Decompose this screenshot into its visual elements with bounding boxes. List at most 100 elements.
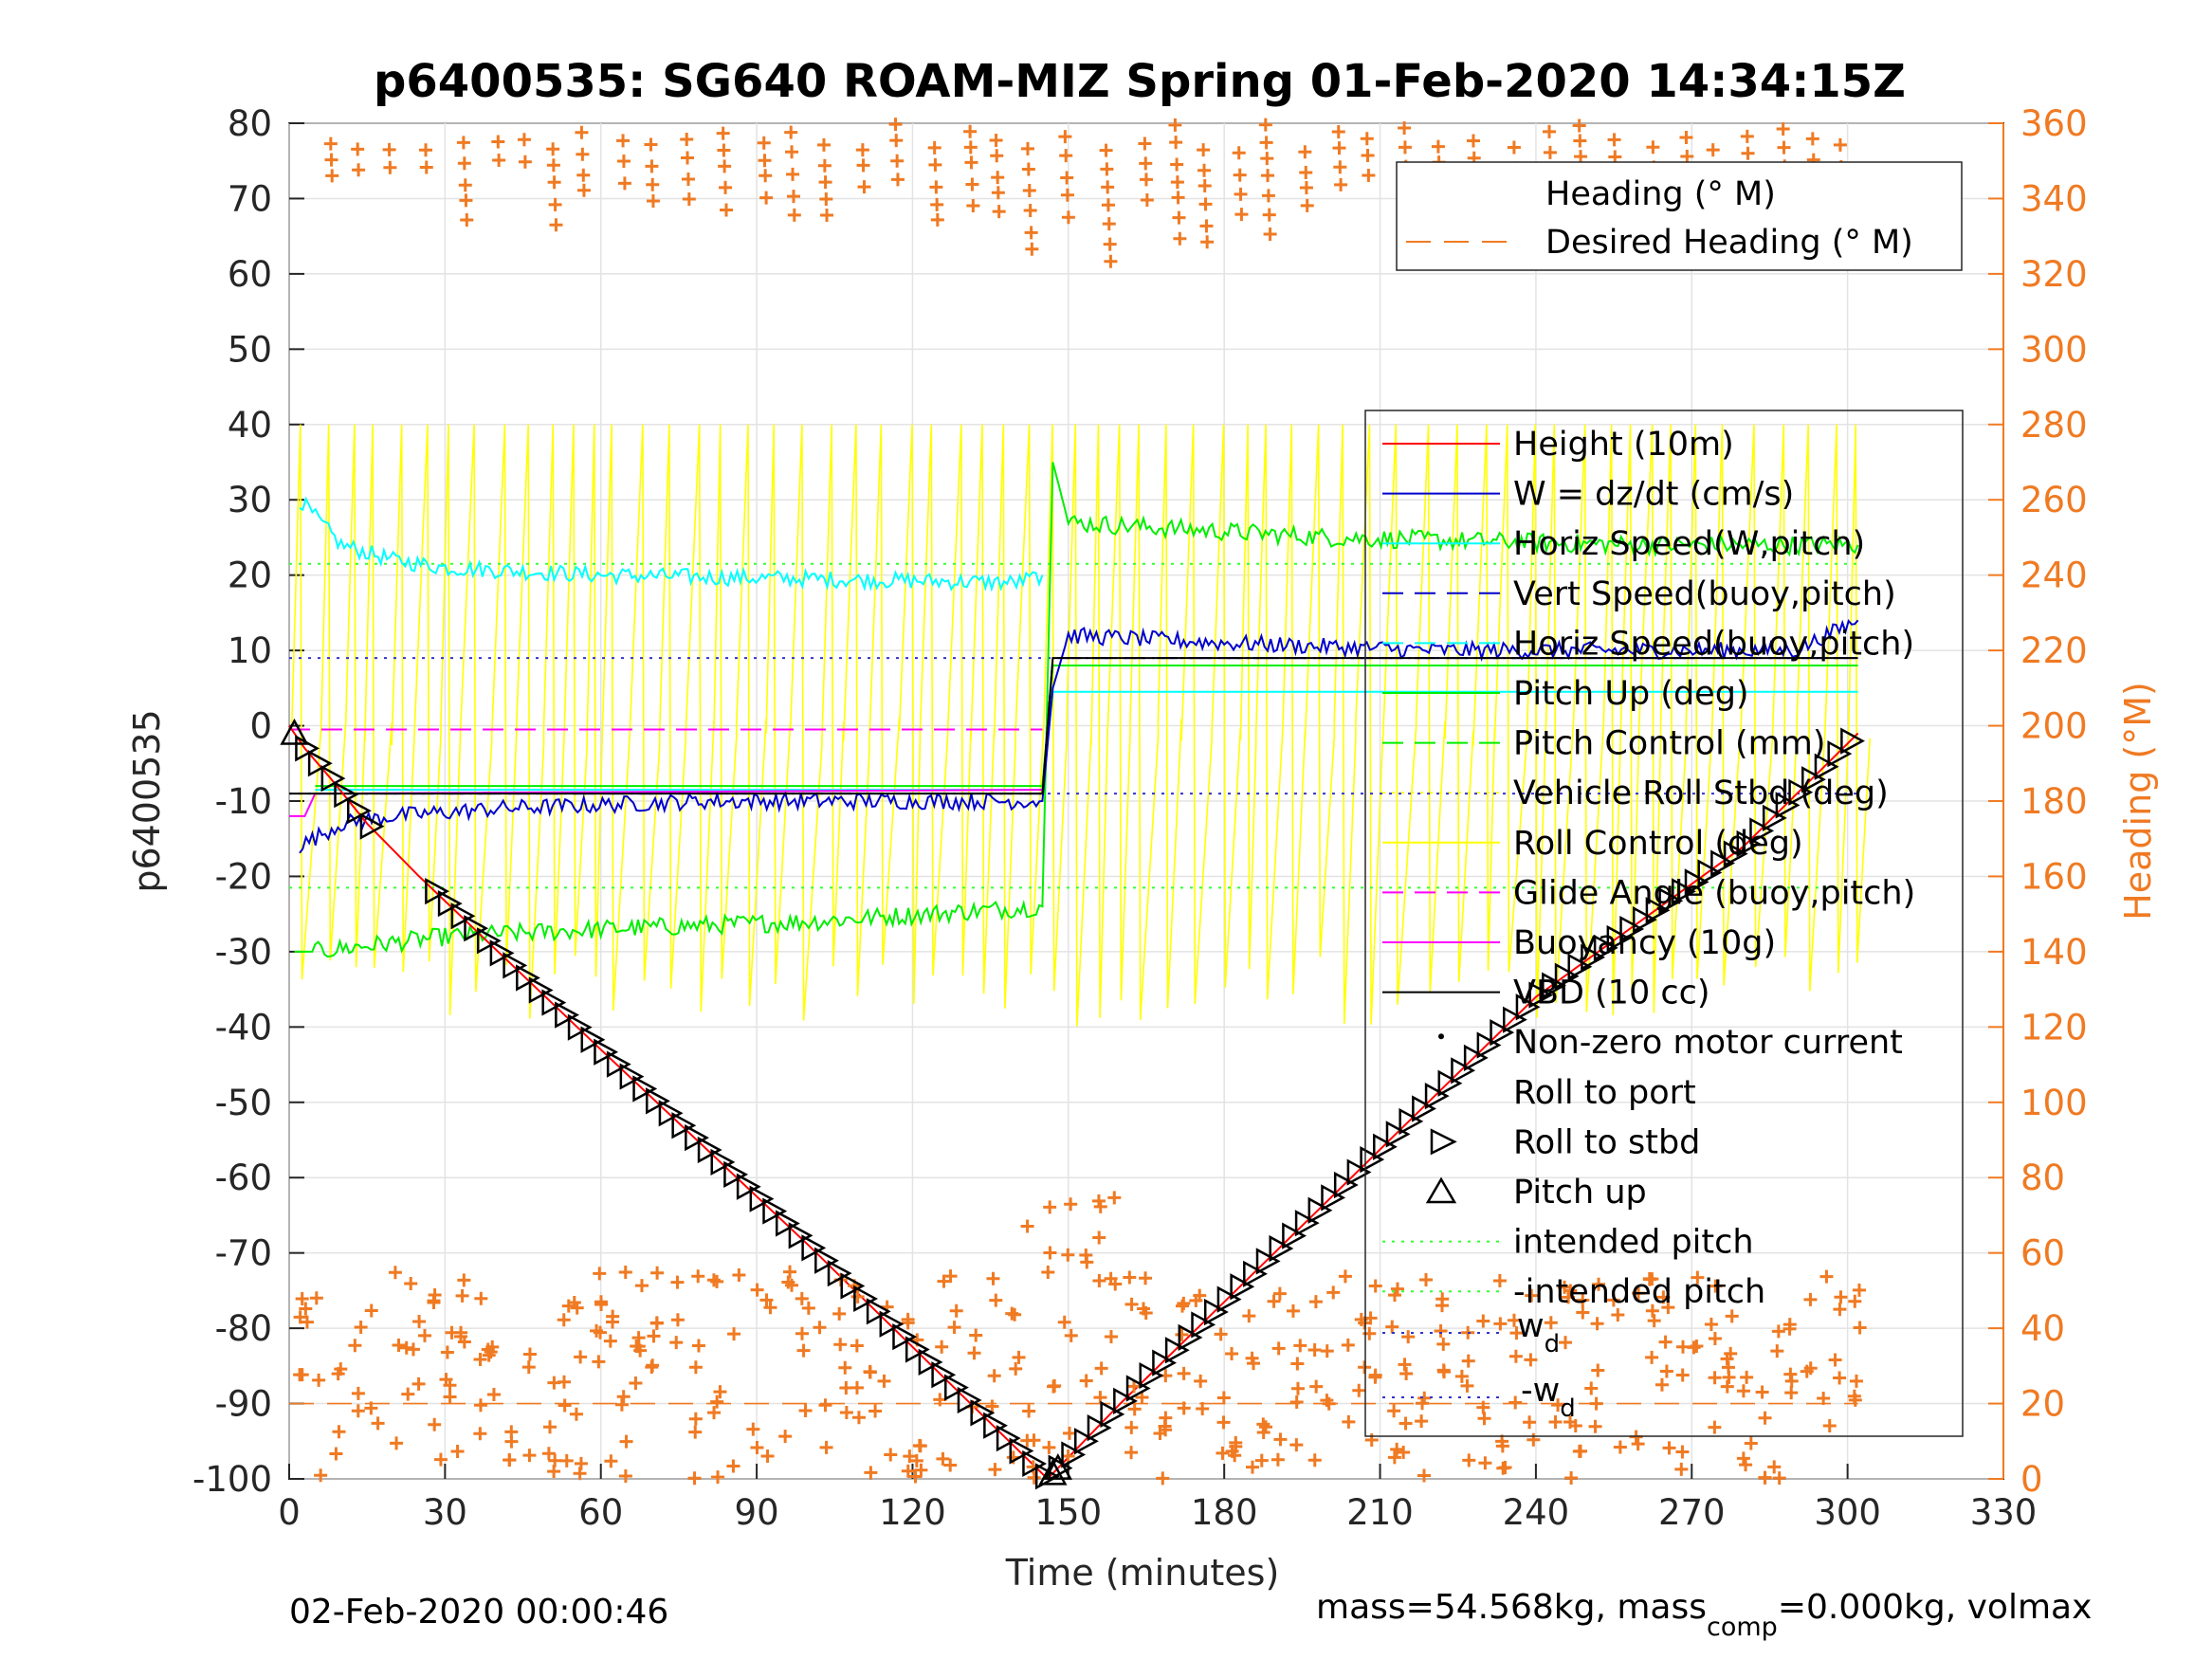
legend-label: VBD (10 cc) bbox=[1513, 975, 1710, 1012]
heading-marker bbox=[832, 1306, 847, 1321]
heading-marker bbox=[726, 1459, 740, 1473]
heading-marker bbox=[1101, 198, 1115, 212]
roll-stbd-marker bbox=[1424, 1083, 1450, 1110]
series-vbd bbox=[289, 657, 1858, 795]
roll-stbd-marker bbox=[710, 1148, 736, 1176]
heading-marker bbox=[1568, 1418, 1582, 1432]
roll-stbd-marker bbox=[606, 1050, 631, 1078]
heading-marker bbox=[1258, 118, 1272, 132]
heading-marker bbox=[1126, 1379, 1141, 1394]
y-tick-label: -40 bbox=[215, 1007, 272, 1048]
heading-marker bbox=[1658, 1335, 1673, 1349]
x-tick-label: 180 bbox=[1191, 1492, 1258, 1533]
heading-marker bbox=[786, 167, 800, 181]
heading-marker bbox=[1333, 160, 1347, 174]
heading-marker bbox=[300, 1315, 314, 1329]
heading-marker bbox=[967, 1346, 981, 1360]
x-tick-label: 120 bbox=[879, 1492, 946, 1533]
heading-marker bbox=[927, 140, 941, 155]
y2-tick-label: 160 bbox=[2020, 856, 2088, 897]
heading-marker bbox=[947, 1321, 961, 1335]
heading-marker bbox=[1562, 1290, 1576, 1304]
roll-stbd-marker bbox=[1528, 981, 1554, 1009]
heading-marker bbox=[930, 197, 944, 211]
heading-marker bbox=[855, 143, 869, 157]
heading-marker bbox=[1242, 1309, 1256, 1323]
heading-marker bbox=[1156, 1471, 1170, 1486]
heading-marker bbox=[1363, 1311, 1378, 1325]
heading-marker bbox=[985, 1399, 999, 1413]
y2-tick-label: 60 bbox=[2020, 1233, 2065, 1274]
heading-marker bbox=[1286, 1304, 1300, 1318]
heading-marker bbox=[1124, 1446, 1139, 1460]
roll-stbd-marker bbox=[1801, 766, 1826, 793]
legend-swatch-dot bbox=[1438, 1033, 1444, 1040]
heading-marker bbox=[1508, 1349, 1523, 1363]
series-pitch-up bbox=[294, 462, 1859, 958]
heading-marker bbox=[1232, 146, 1246, 160]
y-tick-label: -60 bbox=[215, 1158, 272, 1198]
roll-stbd-marker bbox=[1178, 1323, 1203, 1351]
heading-marker bbox=[1254, 1453, 1269, 1468]
heading-marker bbox=[1834, 1290, 1848, 1304]
heading-marker bbox=[573, 1467, 587, 1481]
heading-marker bbox=[474, 1291, 488, 1305]
heading-marker bbox=[1025, 242, 1039, 256]
roll-stbd-marker bbox=[1191, 1311, 1216, 1339]
heading-marker bbox=[1043, 1200, 1057, 1214]
series-horiz-speed-w bbox=[299, 496, 1044, 592]
roll-stbd-marker bbox=[1437, 1069, 1463, 1097]
heading-marker bbox=[647, 1329, 661, 1343]
heading-marker bbox=[787, 208, 801, 222]
heading-marker bbox=[909, 1453, 923, 1468]
heading-marker bbox=[1417, 1468, 1431, 1483]
heading-marker bbox=[331, 1367, 345, 1381]
heading-marker bbox=[1662, 1441, 1676, 1455]
roll-stbd-marker bbox=[1269, 1234, 1294, 1263]
heading-marker bbox=[937, 1274, 951, 1288]
roll-stbd-marker bbox=[476, 927, 502, 955]
heading-marker bbox=[443, 1390, 457, 1404]
heading-marker bbox=[1198, 197, 1213, 211]
heading-marker bbox=[473, 1352, 487, 1366]
heading-marker bbox=[1390, 1282, 1404, 1296]
y2-tick-label: 20 bbox=[2020, 1384, 2065, 1425]
heading-marker bbox=[1770, 1344, 1784, 1358]
roll-stbd-marker bbox=[1723, 840, 1748, 867]
roll-stbd-marker bbox=[892, 1322, 918, 1351]
heading-marker bbox=[1061, 1248, 1075, 1262]
heading-marker bbox=[522, 1449, 537, 1463]
roll-stbd-marker bbox=[1490, 1018, 1515, 1047]
roll-stbd-marker bbox=[1775, 792, 1801, 819]
heading-marker bbox=[1061, 1449, 1075, 1464]
heading-marker bbox=[786, 190, 800, 204]
heading-marker bbox=[1736, 1384, 1750, 1398]
heading-marker bbox=[1524, 1353, 1538, 1367]
roll-stbd-marker bbox=[334, 781, 359, 809]
heading-marker bbox=[312, 1373, 326, 1387]
heading-marker bbox=[1042, 1440, 1056, 1454]
legend-wd-base: -w bbox=[1521, 1372, 1560, 1410]
roll-stbd-marker bbox=[1022, 1449, 1048, 1478]
heading-marker bbox=[575, 125, 589, 139]
heading-marker bbox=[1177, 1366, 1191, 1380]
heading-marker bbox=[503, 1453, 517, 1468]
heading-marker bbox=[616, 154, 631, 168]
heading-marker bbox=[1645, 1304, 1659, 1318]
x-tick-label: 60 bbox=[578, 1492, 623, 1533]
heading-marker bbox=[1153, 1426, 1167, 1440]
y-tick-label: -20 bbox=[215, 856, 272, 897]
heading-marker bbox=[1058, 130, 1072, 144]
heading-marker bbox=[618, 1266, 632, 1280]
heading-marker bbox=[1584, 1381, 1599, 1395]
y-axis-ticks: 80 70 60 50 40 30 20 10 0 -10 -20 -30 -40 -50 -60 -70 -8… bbox=[192, 103, 304, 1500]
heading-marker bbox=[453, 1329, 467, 1343]
heading-marker bbox=[989, 1293, 1003, 1307]
heading-marker bbox=[603, 1334, 617, 1348]
heading-marker bbox=[1771, 1324, 1785, 1339]
heading-marker bbox=[988, 1463, 1002, 1477]
heading-marker bbox=[1104, 1271, 1118, 1285]
heading-marker bbox=[1140, 193, 1154, 208]
heading-marker bbox=[1331, 124, 1345, 138]
heading-marker bbox=[559, 1453, 574, 1468]
